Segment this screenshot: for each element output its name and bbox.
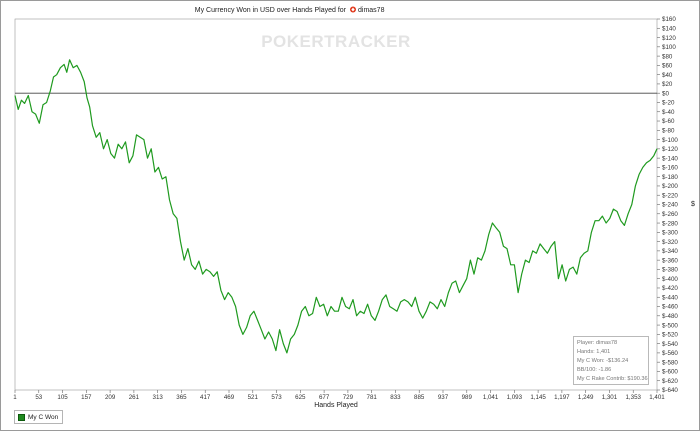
y-tick-label: $0	[662, 90, 669, 97]
legend: My C Won	[14, 410, 64, 424]
y-tick-label: $-220	[662, 192, 678, 199]
legend-label: My C Won	[28, 413, 59, 421]
x-tick-label: 261	[129, 394, 140, 401]
y-tick-label: $100	[662, 44, 676, 51]
y-tick-label: $-560	[662, 350, 678, 357]
y-tick-label: $40	[662, 72, 673, 79]
x-tick-label: 625	[295, 394, 306, 401]
y-tick-label: $-180	[662, 174, 678, 181]
y-tick-label: $-40	[662, 109, 675, 116]
y-tick-label: $140	[662, 25, 676, 32]
x-tick-label: 1,041	[483, 394, 499, 401]
series-line-my-c-won	[14, 59, 658, 354]
y-tick-label: $-60	[662, 118, 675, 125]
pokertracker-watermark: POKERTRACKER	[261, 32, 411, 51]
x-tick-label: 105	[57, 394, 68, 401]
x-tick-label: 209	[105, 394, 116, 401]
y-tick-label: $-280	[662, 220, 678, 227]
x-tick-label: 989	[462, 394, 473, 401]
x-tick-label: 521	[248, 394, 259, 401]
x-axis-label: Hands Played	[314, 402, 358, 409]
x-tick-label: 157	[81, 394, 92, 401]
y-tick-label: $-260	[662, 211, 678, 218]
stats-won: My C Won: -$136.24	[577, 358, 629, 364]
x-tick-label: 53	[35, 394, 42, 401]
x-tick-label: 885	[414, 394, 425, 401]
x-tick-label: 937	[438, 394, 449, 401]
x-tick-label: 781	[367, 394, 378, 401]
y-tick-label: $-580	[662, 359, 678, 366]
x-tick-label: 1,145	[530, 394, 546, 401]
x-tick-label: 417	[200, 394, 211, 401]
y-tick-label: $-80	[662, 128, 675, 135]
y-tick-label: $-480	[662, 313, 678, 320]
y-tick-label: $60	[662, 63, 673, 70]
x-tick-label: 469	[224, 394, 235, 401]
stats-hands: Hands: 1,401	[577, 349, 611, 355]
x-tick-label: 1,401	[649, 394, 665, 401]
x-tick-label: 365	[176, 394, 187, 401]
x-tick-label: 677	[319, 394, 330, 401]
y-tick-label: $-420	[662, 285, 678, 292]
stats-bb100: BB/100: -1.86	[577, 367, 612, 373]
chart-title: My Currency Won in USD over Hands Played…	[195, 6, 385, 14]
pokerstars-site-icon-star	[351, 7, 355, 12]
chart-title-player: dimas78	[358, 7, 385, 14]
y-tick-label: $-140	[662, 155, 678, 162]
y-tick-label: $-520	[662, 332, 678, 339]
x-tick-label: 833	[390, 394, 401, 401]
y-tick-label: $160	[662, 16, 676, 23]
y-tick-label: $-600	[662, 369, 678, 376]
y-tick-label: $-200	[662, 183, 678, 190]
x-tick-label: 1,093	[507, 394, 523, 401]
stats-player: Player: dimas78	[577, 340, 618, 346]
y-tick-label: $-20	[662, 100, 675, 107]
legend-swatch	[18, 413, 25, 421]
x-axis: 1 53 105 157 209 261 313 365 417 469 521 573 625 677 7…	[13, 390, 665, 401]
y-tick-label: $-100	[662, 137, 678, 144]
chart-title-text: My Currency Won in USD over Hands Played…	[195, 7, 347, 14]
y-tick-label: $-400	[662, 276, 678, 283]
y-tick-label: $-460	[662, 304, 678, 311]
y-tick-label: $-380	[662, 267, 678, 274]
x-tick-label: 1	[13, 394, 17, 401]
y-tick-label: $120	[662, 35, 676, 42]
y-tick-label: $-540	[662, 341, 678, 348]
y-tick-label: $-440	[662, 294, 678, 301]
plot-area	[14, 18, 658, 391]
stats-box: Player: dimas78 Hands: 1,401 My C Won: -…	[573, 336, 649, 385]
y-tick-label: $-240	[662, 202, 678, 209]
y-axis-label: $	[691, 201, 695, 208]
x-tick-label: 573	[271, 394, 282, 401]
y-tick-label: $-360	[662, 257, 678, 264]
x-tick-label: 1,197	[554, 394, 570, 401]
x-tick-label: 729	[343, 394, 354, 401]
y-axis: $160 $140 $120 $100 $80 $60 $40 $20 $0 $-20 $-40 $-…	[657, 16, 678, 394]
x-tick-label: 1,301	[602, 394, 618, 401]
y-tick-label: $20	[662, 81, 673, 88]
x-tick-label: 1,353	[625, 394, 641, 401]
y-tick-label: $-300	[662, 230, 678, 237]
stats-rake: My C Rake Contrib: $190.36	[577, 376, 648, 382]
y-tick-label: $80	[662, 53, 673, 60]
y-tick-label: $-320	[662, 239, 678, 246]
y-tick-label: $-120	[662, 146, 678, 153]
y-tick-label: $-340	[662, 248, 678, 255]
y-tick-label: $-640	[662, 387, 678, 394]
y-tick-label: $-500	[662, 322, 678, 329]
y-tick-label: $-620	[662, 378, 678, 385]
x-tick-label: 313	[153, 394, 164, 401]
x-tick-label: 1,249	[578, 394, 594, 401]
y-tick-label: $-160	[662, 165, 678, 172]
